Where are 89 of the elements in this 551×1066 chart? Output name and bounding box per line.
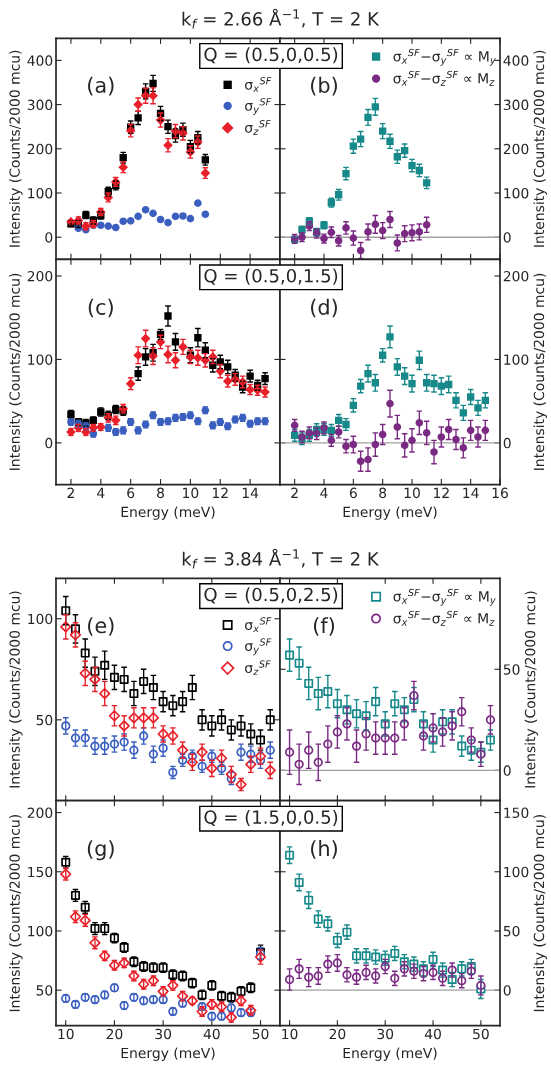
x-tick-label: 10	[58, 1028, 74, 1040]
y2-tick-label: 0	[503, 232, 511, 243]
x-tick-label: 2	[67, 487, 74, 498]
x-tick-label: 6	[349, 487, 357, 499]
y2-tick-label: 50	[503, 925, 520, 937]
x-tick-label: 8	[379, 487, 387, 499]
chart-title: k$_{f}$ = 2.66 Å$^{−1}$, T = 2 K	[182, 8, 380, 29]
y2-tick-label: 100	[504, 187, 529, 199]
x-tick-label: 12	[212, 487, 228, 498]
annotation: (h)	[311, 840, 337, 859]
annotation: Q = (0.5,0,1.5)	[204, 268, 338, 285]
x-tick-label: 50	[473, 1028, 489, 1040]
annotation: (f)	[314, 617, 334, 636]
legend-label: σ$_{x}$$^{SF}$	[245, 617, 272, 633]
x-tick-label: 50	[252, 1028, 269, 1040]
legend-label: σ$_{z}$$^{SF}$	[245, 120, 271, 135]
legend-label: σ$_{y}$$^{SF}$	[245, 638, 272, 656]
annotation: (c)	[88, 298, 113, 318]
y2-tick-label: 300	[503, 99, 529, 111]
y-tick-label: 0	[45, 232, 53, 243]
y2-tick-label: 0	[503, 437, 511, 449]
y2-tick-label: 200	[503, 143, 529, 155]
legend-label: σ$_{x}$$^{SF}$−σ$_{z}$$^{SF}$ ∝ M$_{z}$	[393, 70, 495, 86]
y-tick-label: 200	[27, 143, 53, 155]
x-tick-label: 10	[183, 487, 199, 499]
y-tick-label: 150	[28, 866, 53, 878]
y2-axis-title: Intensity (Counts/2000 mcu)	[524, 591, 539, 788]
x-tick-label: 6	[127, 487, 135, 499]
y-tick-label: 300	[27, 99, 53, 111]
legend-label: σ$_{z}$$^{SF}$	[245, 660, 271, 676]
y2-axis-title: Intensity (Counts/2000 mcu)	[533, 50, 547, 247]
x-tick-label: 10	[404, 487, 420, 499]
x-tick-label: 14	[463, 487, 479, 498]
x-tick-label: 4	[97, 487, 105, 498]
y-tick-label: 100	[28, 187, 53, 199]
x-tick-label: 30	[155, 1028, 172, 1040]
x-tick-label: 8	[157, 487, 164, 499]
y-tick-label: 50	[36, 714, 53, 726]
y2-tick-label: 100	[504, 866, 529, 878]
y2-axis-title: Intensity (Counts/2000 mcu)	[533, 815, 547, 1012]
y2-tick-label: 150	[504, 807, 529, 819]
annotation: (g)	[87, 840, 114, 861]
x-tick-label: 20	[329, 1028, 346, 1040]
y-axis-title: Intensity (Counts/2000 mcu)	[9, 273, 23, 470]
y2-tick-label: 400	[503, 55, 529, 66]
y2-tick-label: 0	[503, 985, 511, 996]
annotation: (a)	[88, 76, 114, 96]
chart-title: k$_{f}$ = 3.84 Å$^{−1}$, T = 2 K	[182, 548, 380, 569]
x-tick-label: 30	[377, 1028, 394, 1040]
y-tick-label: 0	[45, 437, 53, 449]
y-axis-title: Intensity (Counts/2000 mcu)	[9, 591, 23, 788]
x-tick-label: 40	[203, 1028, 220, 1040]
annotation: Q = (0.5,0,2.5)	[204, 587, 338, 604]
y-tick-label: 400	[27, 55, 53, 66]
annotation: Q = (0.5,0,0.5)	[204, 47, 338, 64]
legend-label: σ$_{x}$$^{SF}$−σ$_{y}$$^{SF}$ ∝ M$_{y}$	[393, 588, 496, 606]
y-tick-label: 50	[36, 985, 53, 996]
x-axis-title: Energy (meV)	[343, 506, 437, 520]
y-tick-label: 100	[28, 925, 53, 937]
y-axis-title: Intensity (Counts/2000 mcu)	[9, 50, 23, 247]
y-axis-title: Intensity (Counts/2000 mcu)	[9, 815, 23, 1012]
x-tick-label: 40	[424, 1028, 441, 1040]
y2-axis-title: Intensity (Counts/2000 mcu)	[533, 273, 547, 470]
y-tick-label: 100	[28, 354, 53, 365]
y2-tick-label: 0	[503, 765, 511, 776]
x-tick-label: 10	[282, 1028, 298, 1040]
y-tick-label: 200	[27, 807, 53, 819]
annotation: (d)	[311, 298, 337, 318]
x-tick-label: 12	[434, 487, 449, 498]
legend-label: σ$_{y}$$^{SF}$	[245, 98, 272, 115]
y2-tick-label: 200	[503, 270, 529, 282]
y2-tick-label: 50	[503, 664, 520, 675]
x-tick-label: 16	[492, 487, 508, 499]
x-tick-label: 2	[291, 487, 298, 498]
y2-tick-label: 100	[504, 354, 529, 365]
x-axis-title: Energy (meV)	[121, 506, 215, 520]
annotation: (b)	[311, 76, 337, 96]
legend-label: σ$_{x}$$^{SF}$−σ$_{z}$$^{SF}$ ∝ M$_{z}$	[393, 610, 495, 626]
x-axis-title: Energy (meV)	[121, 1047, 215, 1061]
x-tick-label: 20	[106, 1028, 123, 1040]
annotation: (e)	[88, 617, 114, 636]
x-tick-label: 14	[242, 487, 259, 498]
legend-label: σ$_{x}$$^{SF}$	[245, 77, 272, 92]
y-tick-label: 200	[27, 270, 53, 282]
annotation: Q = (1.5,0,0.5)	[204, 809, 338, 827]
x-axis-title: Energy (meV)	[343, 1047, 437, 1061]
x-tick-label: 4	[320, 487, 328, 498]
legend-label: σ$_{x}$$^{SF}$−σ$_{y}$$^{SF}$ ∝ M$_{y}$	[393, 48, 496, 66]
y-tick-label: 100	[28, 613, 53, 625]
